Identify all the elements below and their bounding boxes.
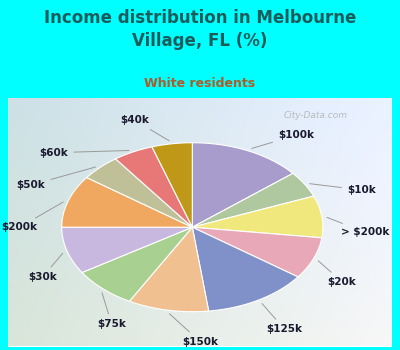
Text: $125k: $125k: [262, 303, 302, 334]
Polygon shape: [192, 227, 322, 277]
Text: Income distribution in Melbourne
Village, FL (%): Income distribution in Melbourne Village…: [44, 9, 356, 49]
Text: $75k: $75k: [97, 293, 126, 329]
Text: $20k: $20k: [318, 261, 356, 287]
Polygon shape: [62, 177, 192, 227]
Polygon shape: [82, 227, 192, 301]
Text: $40k: $40k: [120, 116, 169, 141]
Polygon shape: [62, 227, 192, 273]
Polygon shape: [152, 143, 192, 227]
Text: City-Data.com: City-Data.com: [283, 111, 347, 120]
Polygon shape: [192, 196, 323, 238]
Polygon shape: [116, 147, 192, 227]
Text: > $200k: > $200k: [327, 217, 389, 237]
Text: $30k: $30k: [28, 253, 63, 282]
Text: $50k: $50k: [17, 167, 96, 190]
Polygon shape: [192, 143, 293, 227]
Polygon shape: [87, 159, 192, 227]
Text: $100k: $100k: [252, 130, 314, 148]
Polygon shape: [192, 227, 298, 311]
Text: White residents: White residents: [144, 77, 256, 90]
Text: $150k: $150k: [170, 314, 218, 346]
Text: $60k: $60k: [40, 148, 129, 158]
Text: $200k: $200k: [2, 202, 63, 232]
Polygon shape: [192, 173, 314, 227]
Text: $10k: $10k: [310, 184, 376, 195]
Polygon shape: [130, 227, 209, 312]
